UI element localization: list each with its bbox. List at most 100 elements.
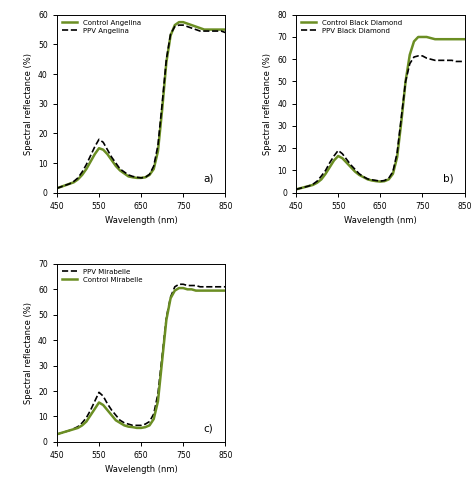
Control Black Diamond <box>390 171 396 177</box>
Control Angelina <box>210 27 216 32</box>
PPV Angelina <box>181 22 186 28</box>
Control Mirabelle <box>130 424 136 430</box>
PPV Mirabelle <box>176 281 182 287</box>
Control Mirabelle <box>58 430 64 436</box>
PPV Black Diamond <box>293 187 299 192</box>
Control Black Diamond <box>394 154 400 160</box>
Control Mirabelle <box>134 425 140 431</box>
PPV Mirabelle <box>83 415 89 421</box>
PPV Black Diamond <box>348 162 354 168</box>
PPV Mirabelle <box>121 420 127 426</box>
Line: Control Angelina: Control Angelina <box>57 22 225 188</box>
PPV Black Diamond <box>403 79 409 84</box>
PPV Black Diamond <box>335 147 341 153</box>
PPV Black Diamond <box>411 54 417 60</box>
Control Black Diamond <box>437 36 442 42</box>
PPV Mirabelle <box>105 401 110 407</box>
Control Mirabelle <box>96 400 102 406</box>
Control Mirabelle <box>181 285 186 291</box>
Control Black Diamond <box>457 36 463 42</box>
Text: b): b) <box>443 174 453 184</box>
PPV Mirabelle <box>210 284 216 290</box>
Control Angelina <box>92 151 98 157</box>
PPV Mirabelle <box>130 422 136 428</box>
PPV Mirabelle <box>117 417 123 423</box>
Control Black Diamond <box>293 187 299 192</box>
PPV Black Diamond <box>399 114 404 120</box>
PPV Mirabelle <box>138 422 144 428</box>
PPV Mirabelle <box>100 393 106 399</box>
Control Black Diamond <box>327 164 333 170</box>
Control Black Diamond <box>314 180 320 186</box>
PPV Angelina <box>210 28 216 34</box>
Control Mirabelle <box>88 412 93 418</box>
Control Mirabelle <box>92 406 98 412</box>
Control Angelina <box>134 175 140 181</box>
Control Black Diamond <box>377 179 383 185</box>
PPV Mirabelle <box>88 407 93 413</box>
PPV Mirabelle <box>71 426 77 432</box>
PPV Mirabelle <box>146 419 152 425</box>
PPV Angelina <box>164 56 169 62</box>
Control Angelina <box>75 176 81 182</box>
PPV Black Diamond <box>386 175 392 181</box>
Control Angelina <box>176 19 182 25</box>
Control Black Diamond <box>301 184 307 190</box>
Control Black Diamond <box>441 36 447 42</box>
PPV Mirabelle <box>159 353 165 358</box>
Control Mirabelle <box>206 288 211 294</box>
Control Black Diamond <box>428 35 434 41</box>
PPV Black Diamond <box>323 167 328 173</box>
Control Angelina <box>193 24 199 29</box>
Control Angelina <box>67 181 73 187</box>
Legend: Control Angelina, PPV Angelina: Control Angelina, PPV Angelina <box>60 18 142 35</box>
PPV Black Diamond <box>339 151 345 157</box>
Control Black Diamond <box>323 171 328 177</box>
Control Black Diamond <box>361 174 366 180</box>
PPV Angelina <box>83 162 89 167</box>
Control Angelina <box>184 21 190 27</box>
PPV Angelina <box>146 171 152 177</box>
PPV Angelina <box>92 144 98 150</box>
Control Black Diamond <box>453 36 459 42</box>
PPV Mirabelle <box>143 421 148 427</box>
Control Black Diamond <box>419 34 425 40</box>
Control Black Diamond <box>449 36 455 42</box>
PPV Mirabelle <box>201 284 207 290</box>
Control Black Diamond <box>356 172 362 178</box>
PPV Mirabelle <box>96 389 102 395</box>
Control Black Diamond <box>339 155 345 161</box>
Control Black Diamond <box>415 34 421 40</box>
PPV Angelina <box>100 139 106 145</box>
Control Black Diamond <box>344 160 349 165</box>
Control Angelina <box>105 151 110 157</box>
Control Mirabelle <box>210 288 216 294</box>
PPV Mirabelle <box>151 411 156 417</box>
Control Angelina <box>71 179 77 185</box>
Control Angelina <box>172 22 178 28</box>
PPV Angelina <box>138 175 144 181</box>
Control Mirabelle <box>184 286 190 292</box>
Control Black Diamond <box>407 52 413 58</box>
Control Angelina <box>214 27 220 32</box>
PPV Mirabelle <box>113 412 118 418</box>
Line: Control Black Diamond: Control Black Diamond <box>296 37 465 190</box>
PPV Angelina <box>75 175 81 181</box>
Control Black Diamond <box>348 164 354 170</box>
PPV Mirabelle <box>109 407 114 413</box>
Control Black Diamond <box>335 153 341 159</box>
X-axis label: Wavelength (nm): Wavelength (nm) <box>344 217 417 225</box>
Control Mirabelle <box>100 402 106 408</box>
Control Mirabelle <box>126 424 131 430</box>
Control Mirabelle <box>121 422 127 428</box>
PPV Black Diamond <box>407 61 413 67</box>
Control Angelina <box>100 147 106 153</box>
PPV Mirabelle <box>222 284 228 290</box>
Control Mirabelle <box>113 417 118 423</box>
PPV Mirabelle <box>54 431 60 437</box>
Control Angelina <box>155 148 161 154</box>
Control Black Diamond <box>373 178 379 184</box>
PPV Black Diamond <box>314 178 320 184</box>
PPV Angelina <box>176 22 182 28</box>
PPV Black Diamond <box>457 58 463 64</box>
